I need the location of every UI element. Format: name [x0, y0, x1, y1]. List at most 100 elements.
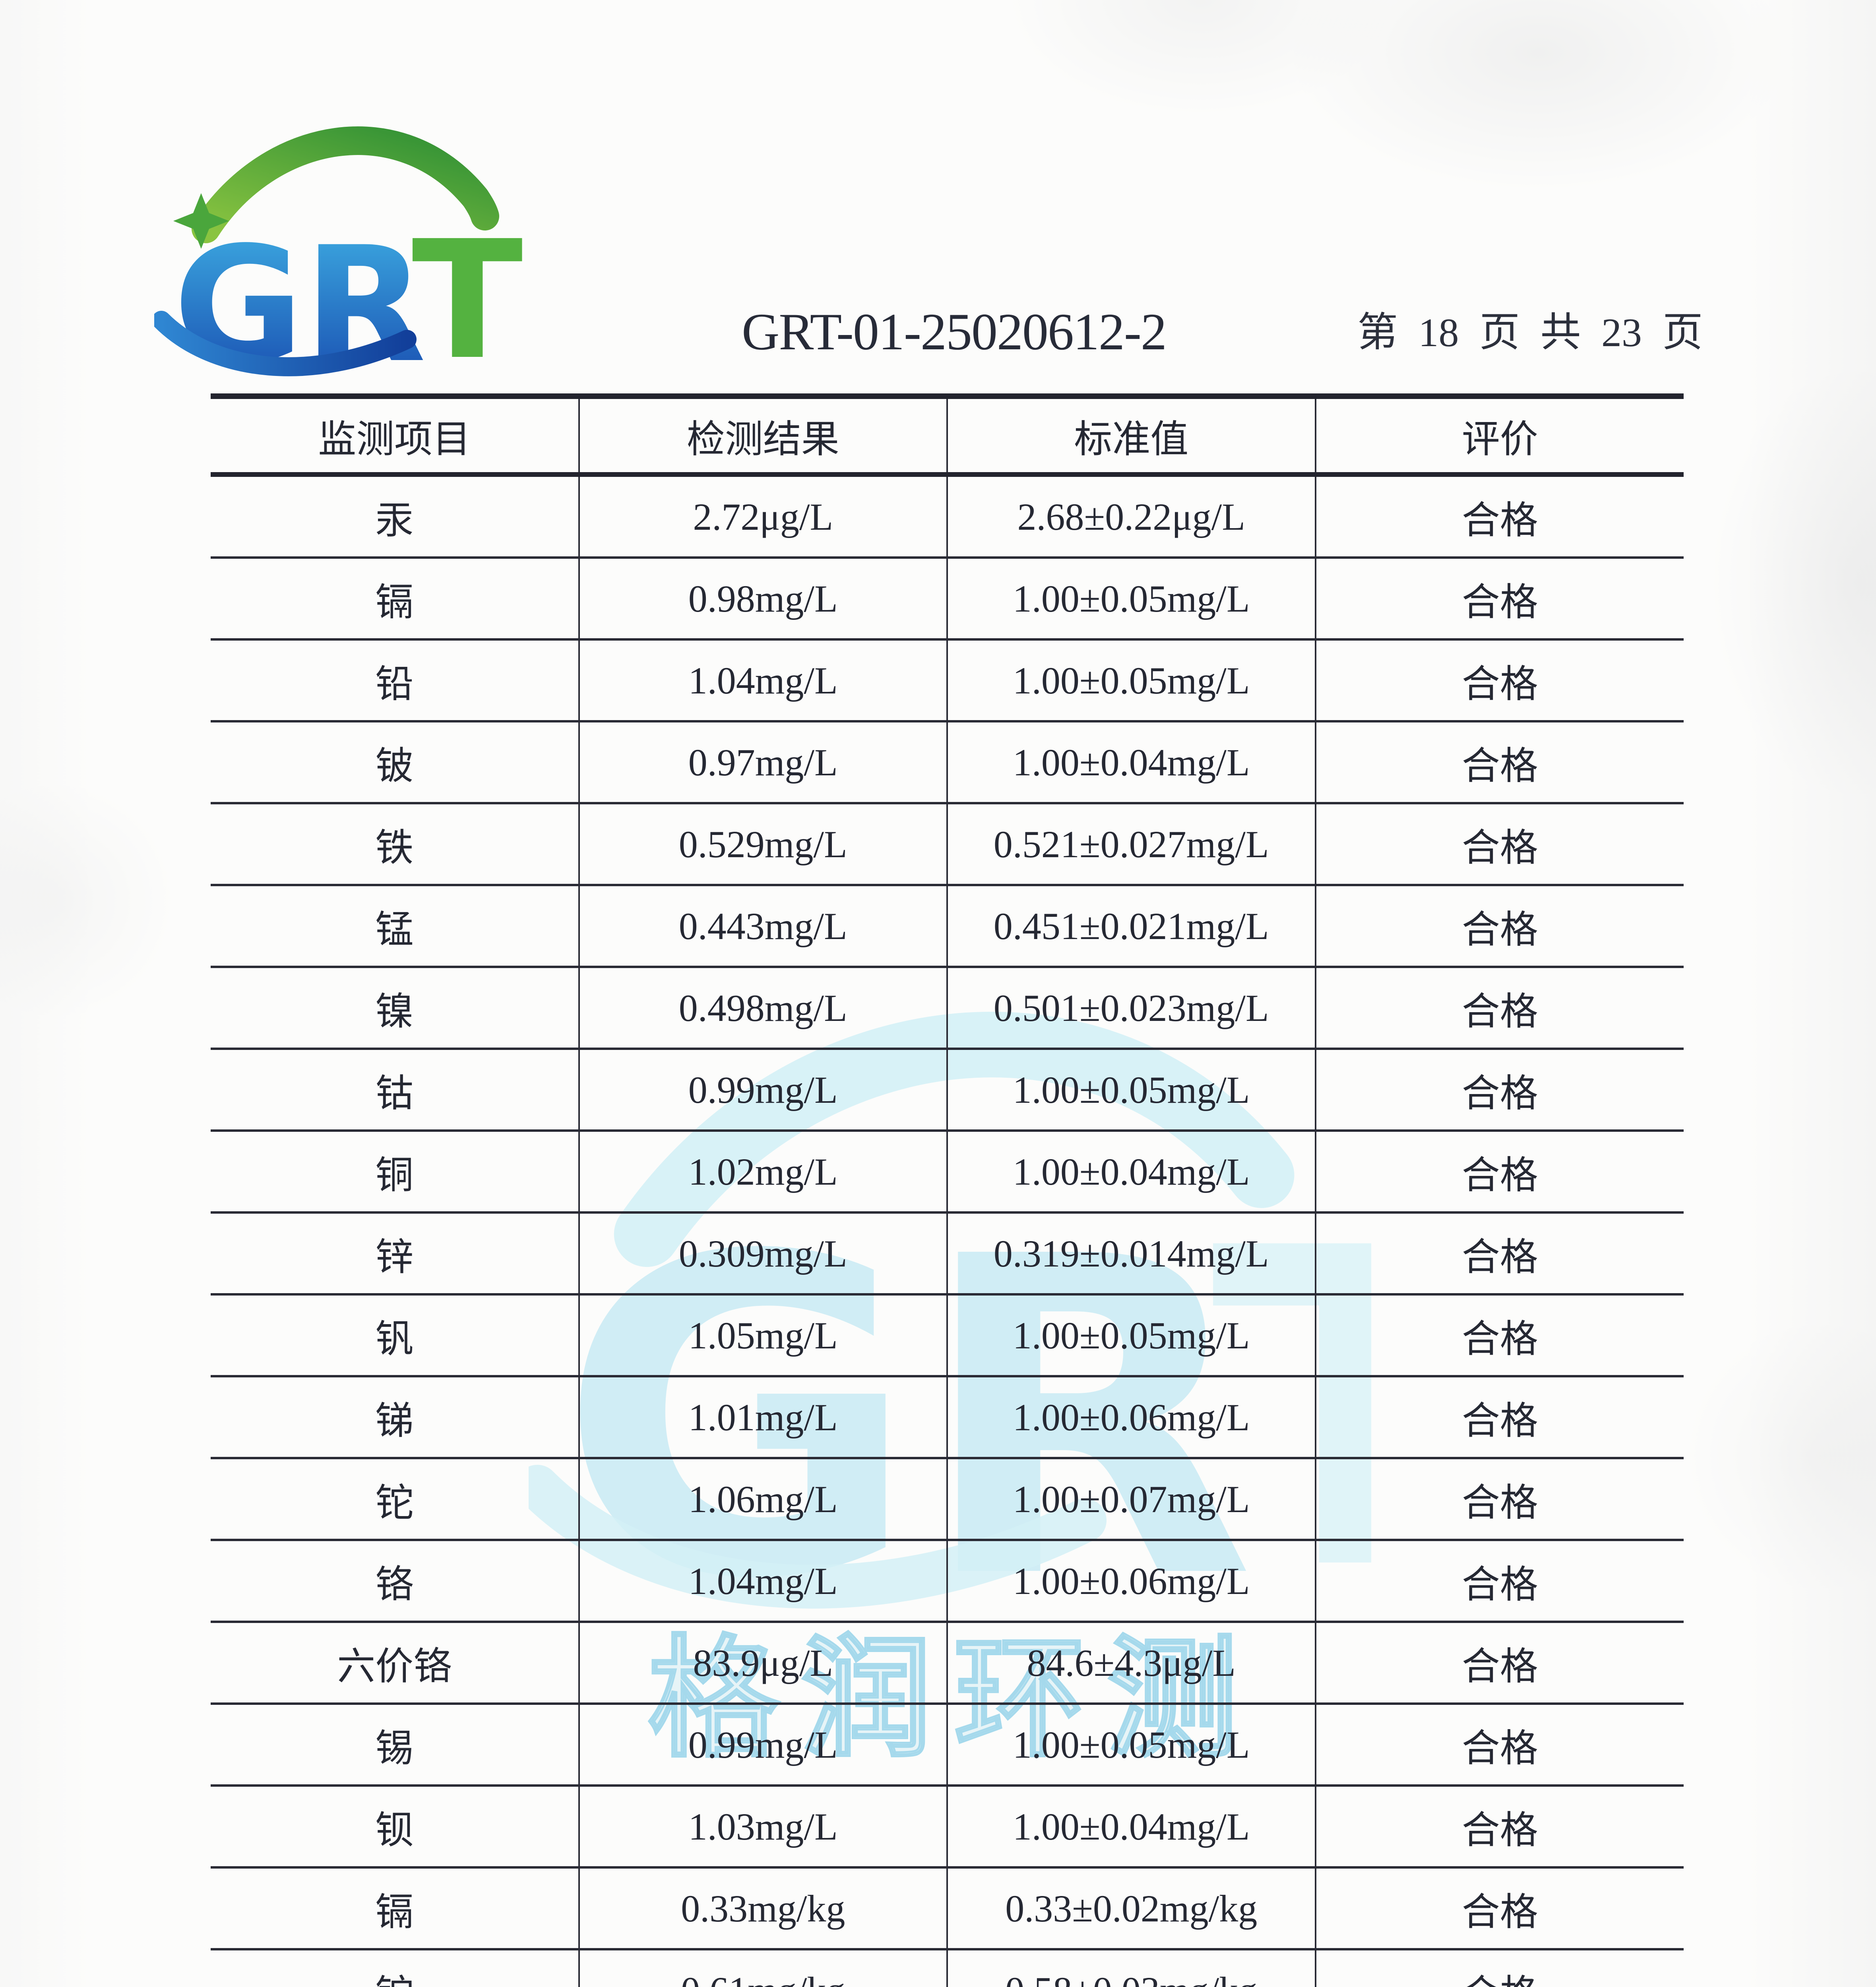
cell-standard-value: 0.521±0.027mg/L [947, 803, 1316, 886]
cell-evaluation: 合格 [1315, 639, 1684, 722]
cell-monitoring-item: 汞 [211, 474, 580, 559]
table-row: 铜 1.02mg/L 1.00±0.04mg/L 合格 [211, 1131, 1684, 1214]
cell-monitoring-item: 铍 [211, 721, 580, 804]
cell-test-result: 0.99mg/L [579, 1704, 948, 1787]
cell-standard-value: 1.00±0.04mg/L [947, 1131, 1316, 1214]
table-row: 铊 1.06mg/L 1.00±0.07mg/L 合格 [211, 1458, 1684, 1541]
cell-standard-value: 84.6±4.3μg/L [947, 1622, 1316, 1705]
table-row: 铬 1.04mg/L 1.00±0.06mg/L 合格 [211, 1540, 1684, 1623]
cell-test-result: 0.61mg/kg [579, 1949, 948, 1987]
cell-monitoring-item: 六价铬 [211, 1622, 580, 1705]
cell-evaluation: 合格 [1315, 1540, 1684, 1623]
cell-test-result: 1.03mg/L [579, 1786, 948, 1869]
cell-test-result: 1.05mg/L [579, 1294, 948, 1377]
table-row: 铊 0.61mg/kg 0.58±0.03mg/kg 合格 [211, 1949, 1684, 1987]
table-row: 镍 0.498mg/L 0.501±0.023mg/L 合格 [211, 967, 1684, 1050]
table-row: 铍 0.97mg/L 1.00±0.04mg/L 合格 [211, 721, 1684, 804]
logo-swoosh [154, 311, 417, 376]
cell-evaluation: 合格 [1315, 1622, 1684, 1705]
table-row: 钴 0.99mg/L 1.00±0.05mg/L 合格 [211, 1049, 1684, 1132]
results-table: 监测项目 检测结果 标准值 评价 汞 2.72μg/L 2.68±0.22μg/… [211, 393, 1684, 1987]
cell-standard-value: 0.58±0.03mg/kg [947, 1949, 1316, 1987]
logo-arc [192, 126, 499, 243]
cell-standard-value: 0.33±0.02mg/kg [947, 1867, 1316, 1950]
cell-standard-value: 1.00±0.05mg/L [947, 1704, 1316, 1787]
cell-monitoring-item: 镉 [211, 1867, 580, 1950]
table-row: 铁 0.529mg/L 0.521±0.027mg/L 合格 [211, 803, 1684, 886]
cell-test-result: 83.9μg/L [579, 1622, 948, 1705]
page-indicator: 第 18 页 共 23 页 [1357, 310, 1703, 355]
cell-evaluation: 合格 [1315, 1294, 1684, 1377]
column-header-evaluation: 评价 [1315, 393, 1684, 477]
table-row: 钡 1.03mg/L 1.00±0.04mg/L 合格 [211, 1786, 1684, 1869]
cell-standard-value: 1.00±0.05mg/L [947, 1294, 1316, 1377]
cell-monitoring-item: 铜 [211, 1131, 580, 1214]
cell-monitoring-item: 铊 [211, 1458, 580, 1541]
table-row: 锌 0.309mg/L 0.319±0.014mg/L 合格 [211, 1212, 1684, 1296]
grt-logo: GR T [154, 126, 524, 381]
cell-test-result: 0.309mg/L [579, 1212, 948, 1296]
report-code: GRT-01-25020612-2 [742, 302, 1167, 361]
cell-standard-value: 0.319±0.014mg/L [947, 1212, 1316, 1296]
cell-monitoring-item: 铅 [211, 639, 580, 722]
cell-standard-value: 0.501±0.023mg/L [947, 967, 1316, 1050]
cell-test-result: 1.04mg/L [579, 639, 948, 722]
cell-monitoring-item: 锰 [211, 885, 580, 968]
cell-standard-value: 1.00±0.06mg/L [947, 1540, 1316, 1623]
cell-standard-value: 0.451±0.021mg/L [947, 885, 1316, 968]
cell-standard-value: 1.00±0.04mg/L [947, 1786, 1316, 1869]
cell-evaluation: 合格 [1315, 885, 1684, 968]
cell-evaluation: 合格 [1315, 1049, 1684, 1132]
cell-evaluation: 合格 [1315, 1458, 1684, 1541]
table-row: 锑 1.01mg/L 1.00±0.06mg/L 合格 [211, 1376, 1684, 1459]
cell-monitoring-item: 锑 [211, 1376, 580, 1459]
cell-standard-value: 1.00±0.05mg/L [947, 1049, 1316, 1132]
logo-text-t: T [412, 205, 524, 381]
column-header-standard: 标准值 [947, 393, 1316, 477]
cell-evaluation: 合格 [1315, 721, 1684, 804]
cell-standard-value: 1.00±0.05mg/L [947, 639, 1316, 722]
logo-star-icon [173, 193, 229, 249]
cell-standard-value: 2.68±0.22μg/L [947, 474, 1316, 559]
cell-evaluation: 合格 [1315, 1704, 1684, 1787]
table-row: 锰 0.443mg/L 0.451±0.021mg/L 合格 [211, 885, 1684, 968]
cell-standard-value: 1.00±0.04mg/L [947, 721, 1316, 804]
cell-standard-value: 1.00±0.07mg/L [947, 1458, 1316, 1541]
cell-evaluation: 合格 [1315, 1867, 1684, 1950]
cell-monitoring-item: 铬 [211, 1540, 580, 1623]
column-header-item: 监测项目 [211, 393, 580, 477]
cell-monitoring-item: 锡 [211, 1704, 580, 1787]
cell-evaluation: 合格 [1315, 1376, 1684, 1459]
table-row: 锡 0.99mg/L 1.00±0.05mg/L 合格 [211, 1704, 1684, 1787]
cell-evaluation: 合格 [1315, 558, 1684, 641]
cell-monitoring-item: 钒 [211, 1294, 580, 1377]
cell-evaluation: 合格 [1315, 1212, 1684, 1296]
table-row: 汞 2.72μg/L 2.68±0.22μg/L 合格 [211, 474, 1684, 559]
cell-evaluation: 合格 [1315, 803, 1684, 886]
cell-test-result: 0.529mg/L [579, 803, 948, 886]
cell-test-result: 2.72μg/L [579, 474, 948, 559]
cell-test-result: 0.33mg/kg [579, 1867, 948, 1950]
results-table-container: 监测项目 检测结果 标准值 评价 汞 2.72μg/L 2.68±0.22μg/… [211, 393, 1684, 1987]
cell-test-result: 0.97mg/L [579, 721, 948, 804]
cell-test-result: 1.06mg/L [579, 1458, 948, 1541]
cell-evaluation: 合格 [1315, 1131, 1684, 1214]
table-row: 钒 1.05mg/L 1.00±0.05mg/L 合格 [211, 1294, 1684, 1377]
table-row: 镉 0.33mg/kg 0.33±0.02mg/kg 合格 [211, 1867, 1684, 1950]
cell-monitoring-item: 钡 [211, 1786, 580, 1869]
cell-evaluation: 合格 [1315, 967, 1684, 1050]
cell-standard-value: 1.00±0.06mg/L [947, 1376, 1316, 1459]
table-row: 镉 0.98mg/L 1.00±0.05mg/L 合格 [211, 558, 1684, 641]
cell-standard-value: 1.00±0.05mg/L [947, 558, 1316, 641]
cell-evaluation: 合格 [1315, 474, 1684, 559]
cell-test-result: 1.01mg/L [579, 1376, 948, 1459]
cell-monitoring-item: 锌 [211, 1212, 580, 1296]
cell-test-result: 0.443mg/L [579, 885, 948, 968]
cell-test-result: 0.498mg/L [579, 967, 948, 1050]
cell-monitoring-item: 铁 [211, 803, 580, 886]
table-header-row: 监测项目 检测结果 标准值 评价 [211, 393, 1684, 477]
table-row: 铅 1.04mg/L 1.00±0.05mg/L 合格 [211, 639, 1684, 722]
cell-test-result: 1.02mg/L [579, 1131, 948, 1214]
cell-test-result: 0.98mg/L [579, 558, 948, 641]
